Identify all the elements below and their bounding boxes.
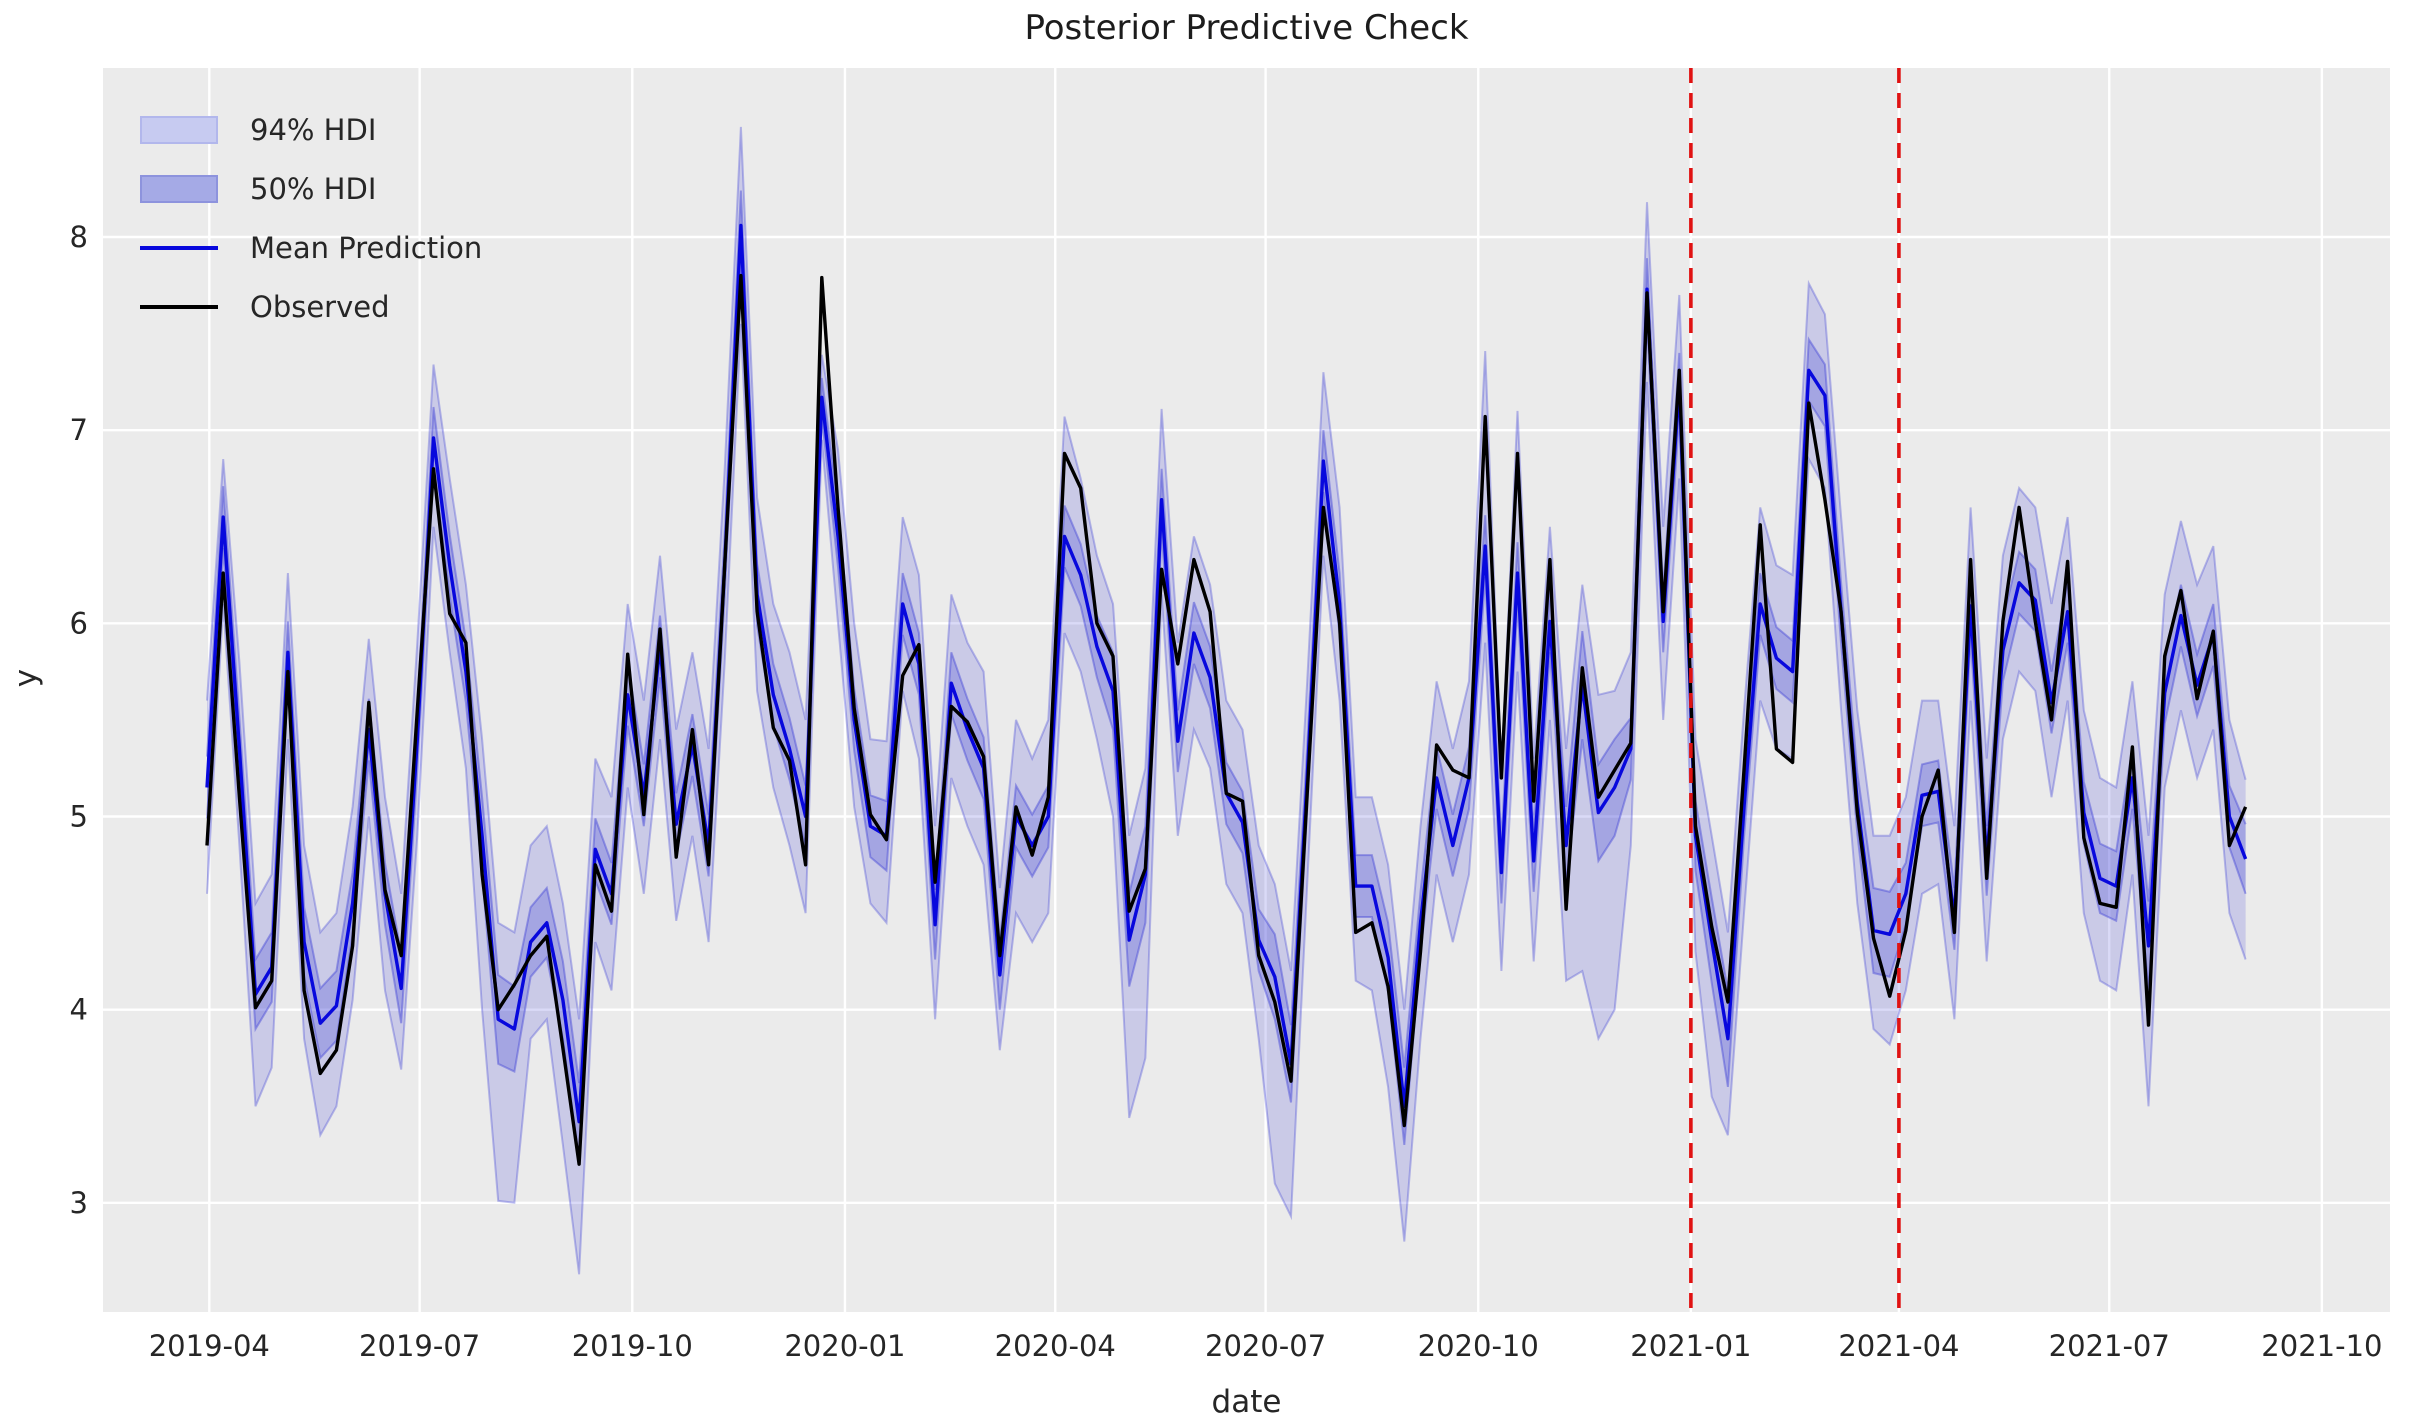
x-tick-label: 2021-01 [1630,1329,1751,1363]
legend-item-mean: Mean Prediction [140,218,482,277]
hdi94-band-edge [206,126,2247,1020]
hdi50-swatch-icon [140,174,218,203]
hdi94-band-edge [206,323,2247,1275]
legend-item-hdi94: 94% HDI [140,100,482,159]
hdi50-band-edge [206,190,2247,1084]
x-tick-label: 2021-10 [2261,1329,2382,1363]
y-tick-label: 8 [70,220,88,254]
x-tick-label: 2021-04 [1838,1329,1959,1363]
legend-label: 94% HDI [250,112,377,147]
x-tick-label: 2020-07 [1205,1329,1326,1363]
legend-item-hdi50: 50% HDI [140,159,482,218]
x-tick-label: 2019-04 [149,1329,270,1363]
observed-line [205,273,2248,1166]
observed-line-icon [140,304,218,309]
x-tick-label: 2021-07 [2049,1329,2170,1363]
hdi94-swatch-icon [140,115,218,144]
y-tick-label: 6 [70,606,88,640]
legend: 94% HDI 50% HDI Mean Prediction Observed [140,100,482,336]
x-tick-label: 2019-10 [572,1329,693,1363]
x-axis-label: date [1211,1384,1282,1420]
legend-label: 50% HDI [250,171,377,206]
y-tick-label: 4 [70,993,88,1027]
x-tick-label: 2020-04 [995,1329,1116,1363]
y-tick-label: 5 [70,800,88,834]
page-title: Posterior Predictive Check [1024,8,1469,48]
x-tick-label: 2020-10 [1418,1329,1539,1363]
legend-item-observed: Observed [140,277,482,336]
x-tick-label: 2020-01 [784,1329,905,1363]
x-tick-label: 2019-07 [359,1329,480,1363]
legend-label: Observed [250,289,390,324]
y-axis-label: y [8,668,44,688]
mean-line-icon [140,245,218,250]
y-tick-label: 3 [70,1186,88,1220]
axes-background [103,68,2390,1312]
hdi94-band [207,126,2246,1275]
y-tick-label: 7 [70,413,88,447]
legend-label: Mean Prediction [250,230,483,265]
